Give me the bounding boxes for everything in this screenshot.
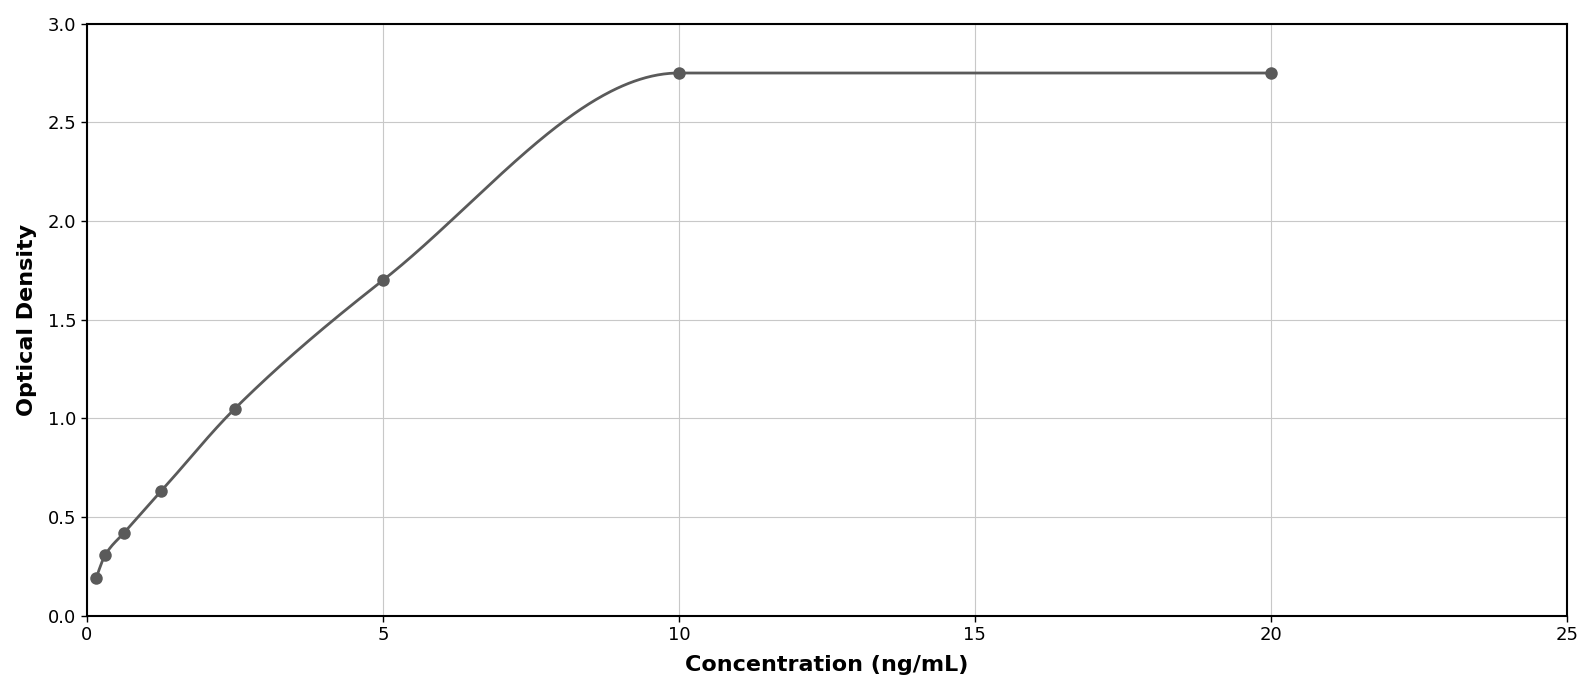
X-axis label: Concentration (ng/mL): Concentration (ng/mL) — [686, 655, 968, 675]
Y-axis label: Optical Density: Optical Density — [16, 224, 37, 416]
